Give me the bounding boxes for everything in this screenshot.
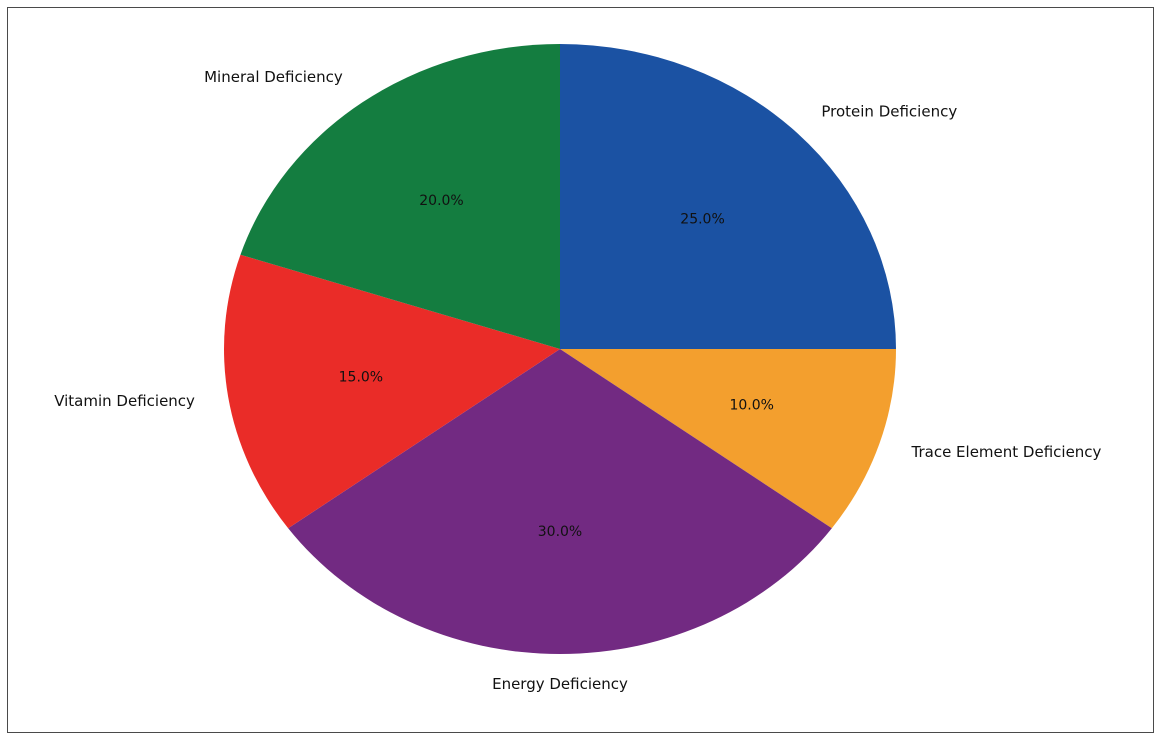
pie-slice-protein-deficiency xyxy=(560,44,896,349)
pie-slice-vitamin-deficiency xyxy=(224,254,561,529)
pie-slice-mineral-deficiency xyxy=(240,44,560,349)
pie-slices xyxy=(224,44,896,654)
percent-label-mineral-deficiency: 20.0% xyxy=(419,193,463,209)
category-labels: Protein Deficiency Trace Element Deficien… xyxy=(54,68,1101,693)
percent-label-vitamin-deficiency: 15.0% xyxy=(339,370,383,386)
percent-labels: 25.0% 10.0% 30.0% 15.0% 20.0% xyxy=(339,193,774,540)
category-label-energy-deficiency: Energy Deficiency xyxy=(492,675,628,693)
category-label-trace-element-deficiency: Trace Element Deficiency xyxy=(911,443,1102,461)
pie-slice-energy-deficiency xyxy=(288,349,832,654)
percent-label-energy-deficiency: 30.0% xyxy=(538,524,582,540)
category-label-vitamin-deficiency: Vitamin Deficiency xyxy=(54,392,195,410)
pie-slice-trace-element-deficiency xyxy=(560,349,896,529)
category-label-protein-deficiency: Protein Deficiency xyxy=(821,102,957,120)
percent-label-trace-element-deficiency: 10.0% xyxy=(729,398,773,414)
percent-label-protein-deficiency: 25.0% xyxy=(680,212,724,228)
category-label-mineral-deficiency: Mineral Deficiency xyxy=(204,68,343,86)
